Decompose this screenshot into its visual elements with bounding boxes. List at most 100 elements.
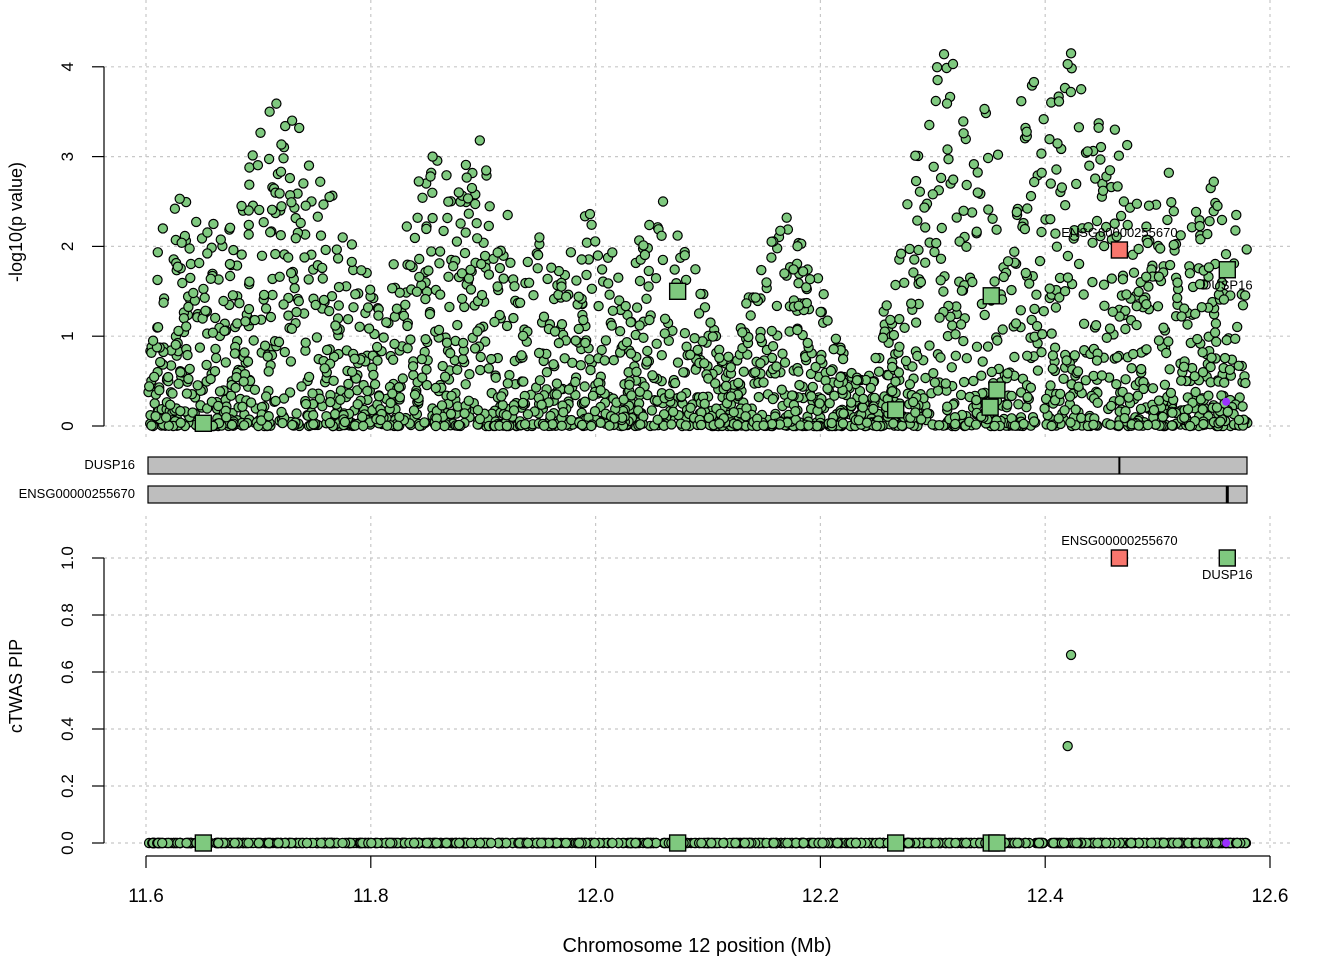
pvalue-gene-square [988,381,1006,399]
pip-gene-label: ENSG00000255670 [1061,533,1177,548]
pvalue-variant-point [989,420,1000,432]
pvalue-variant-point [1022,203,1033,214]
pvalue-variant-point [371,341,383,353]
pip-variant-point [1145,837,1157,849]
pvalue-variant-point [922,408,933,419]
pvalue-variant-point [1070,404,1081,415]
pvalue-variant-point [931,237,942,249]
pvalue-peak-point [938,49,950,60]
pvalue-variant-point [865,382,877,394]
pvalue-variant-point [317,273,328,284]
pvalue-variant-point [606,320,618,331]
pvalue-variant-point [1176,311,1187,322]
pvalue-variant-point [580,337,591,349]
pip-snp-point [1065,649,1077,661]
x-axis-label: Chromosome 12 position (Mb) [563,935,832,957]
pvalue-variant-point [561,291,572,302]
pvalue-variant-point [509,281,520,292]
pvalue-variant-point [861,417,873,428]
pvalue-variant-point [1032,365,1044,376]
pvalue-variant-point [528,290,539,301]
pvalue-variant-point [987,213,998,224]
pip-y-tick-label: 0.4 [58,717,77,741]
pvalue-variant-point [230,382,241,393]
pvalue-variant-point [254,204,265,216]
pvalue-variant-point [603,278,614,289]
pvalue-variant-point [369,379,381,390]
pvalue-variant-point [490,372,501,383]
pvalue-variant-point [634,320,645,331]
pvalue-variant-point [419,417,430,428]
pvalue-variant-point [1224,364,1236,375]
pvalue-variant-point [1002,399,1013,410]
pvalue-variant-point [277,417,288,429]
pvalue-variant-point [278,299,289,310]
pvalue-variant-point [402,343,413,354]
pvalue-variant-point [283,252,294,263]
pvalue-variant-point [180,321,192,332]
pvalue-variant-point [1053,96,1065,107]
pvalue-variant-point [1184,268,1196,279]
pvalue-variant-point [639,249,651,261]
pvalue-variant-point [243,229,254,240]
pvalue-variant-point [958,335,969,347]
pvalue-variant-point [1192,333,1203,345]
pvalue-variant-point [234,298,245,309]
pvalue-variant-point [456,268,468,279]
pvalue-variant-point [245,397,257,408]
pvalue-variant-point [385,397,396,409]
pvalue-variant-point [1195,234,1206,245]
pvalue-variant-point [1159,379,1171,390]
pip-variant-point [421,837,433,849]
pvalue-variant-point [214,386,226,397]
pvalue-variant-point [437,360,448,372]
pvalue-variant-point [657,254,669,266]
pvalue-variant-point [888,418,899,429]
pvalue-variant-point [150,411,161,422]
pvalue-variant-point [1219,352,1231,364]
pvalue-variant-point [941,98,953,109]
pvalue-variant-point [263,366,274,377]
pvalue-variant-point [1197,367,1209,378]
pvalue-variant-point [172,261,183,272]
pvalue-variant-point [1072,366,1084,377]
pvalue-variant-point [914,186,926,197]
x-tick-label: 11.8 [353,886,389,907]
pip-gene-square [1218,549,1236,567]
pvalue-variant-point [935,172,947,184]
pvalue-variant-point [308,410,319,421]
pvalue-variant-point [1065,86,1077,98]
pip-y-axis: 0.0 0.2 0.4 0.6 0.8 1.0 [58,546,105,855]
pvalue-variant-point [971,341,983,352]
pvalue-variant-point [1045,213,1056,225]
pvalue-variant-point [348,302,359,313]
pip-y-tick-label: 0.6 [58,660,77,684]
pvalue-variant-point [417,372,428,383]
pvalue-variant-point [224,270,236,282]
pvalue-variant-point [252,159,264,171]
pvalue-variant-point [160,412,172,423]
pvalue-variant-point [434,246,446,257]
pvalue-variant-point [200,305,211,316]
pvalue-variant-point [443,271,454,282]
pvalue-y-tick-label: 4 [58,62,77,71]
pvalue-variant-point [284,172,296,184]
pvalue-variant-point [693,308,705,319]
pvalue-variant-point [1061,355,1072,366]
pvalue-variant-point [1021,350,1033,361]
pvalue-variant-point [714,352,725,363]
pvalue-variant-point [958,116,969,127]
pvalue-variant-point [908,396,919,408]
pvalue-variant-point [420,334,431,345]
pvalue-variant-point [445,348,456,359]
pvalue-variant-point [441,170,452,181]
pvalue-variant-point [315,230,327,241]
pvalue-variant-point [523,277,535,288]
pvalue-variant-point [175,367,186,378]
pvalue-variant-point [1075,412,1087,424]
pip-variant-point [253,837,264,849]
pvalue-variant-point [1044,133,1055,145]
pvalue-variant-point [1138,383,1149,395]
pvalue-variant-point [1100,221,1112,233]
pvalue-variant-point [910,317,922,328]
